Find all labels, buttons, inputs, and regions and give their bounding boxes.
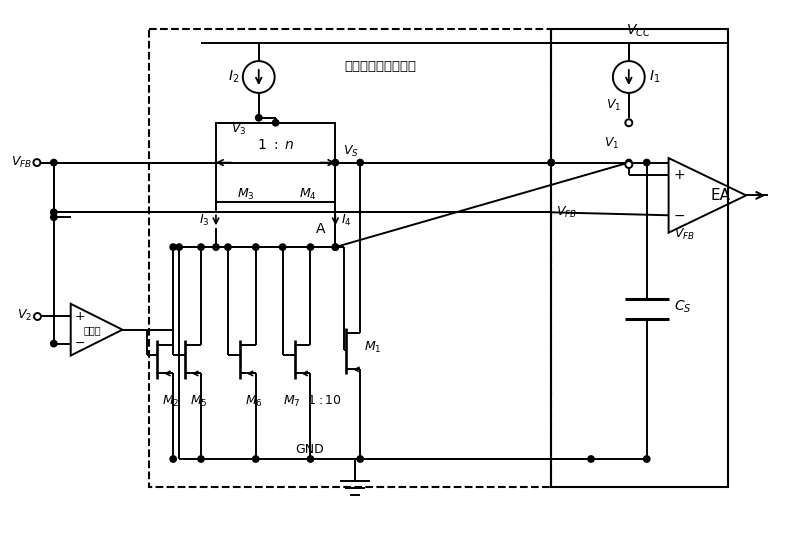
Text: $V_2$: $V_2$ bbox=[17, 308, 32, 323]
Text: $V_{FB}$: $V_{FB}$ bbox=[11, 155, 32, 170]
Circle shape bbox=[213, 244, 219, 250]
Circle shape bbox=[307, 456, 314, 462]
Circle shape bbox=[548, 159, 554, 166]
Text: A: A bbox=[315, 222, 325, 236]
Circle shape bbox=[50, 209, 57, 215]
Text: $V_3$: $V_3$ bbox=[231, 122, 246, 137]
Text: $I_3$: $I_3$ bbox=[199, 213, 210, 228]
Text: $V_{FB}$: $V_{FB}$ bbox=[556, 205, 578, 220]
Circle shape bbox=[626, 120, 632, 126]
Text: $M_3$: $M_3$ bbox=[237, 187, 254, 202]
Text: $I_2$: $I_2$ bbox=[227, 69, 239, 85]
Text: $I_4$: $I_4$ bbox=[342, 213, 352, 228]
Circle shape bbox=[170, 456, 176, 462]
Bar bbox=[551, 29, 728, 487]
Text: $-$: $-$ bbox=[674, 209, 686, 222]
Text: $C_S$: $C_S$ bbox=[674, 299, 691, 315]
Text: $1\ :\ n$: $1\ :\ n$ bbox=[257, 138, 294, 152]
Text: $-$: $-$ bbox=[74, 336, 86, 349]
Circle shape bbox=[588, 456, 594, 462]
Circle shape bbox=[273, 120, 279, 126]
Text: GND: GND bbox=[295, 443, 324, 456]
Circle shape bbox=[50, 340, 57, 347]
Text: +: + bbox=[674, 168, 686, 182]
Text: 比较器: 比较器 bbox=[84, 325, 102, 334]
Text: $V_1$: $V_1$ bbox=[603, 136, 619, 151]
Circle shape bbox=[332, 159, 338, 166]
Circle shape bbox=[307, 244, 314, 250]
Text: $M_2$: $M_2$ bbox=[162, 394, 180, 410]
Text: $I_1$: $I_1$ bbox=[649, 69, 660, 85]
Circle shape bbox=[253, 244, 259, 250]
Text: $V_{FB}$: $V_{FB}$ bbox=[674, 227, 694, 242]
Circle shape bbox=[643, 456, 650, 462]
Circle shape bbox=[279, 244, 286, 250]
Text: EA: EA bbox=[710, 188, 730, 203]
Text: $M_7\ \ 1:10$: $M_7\ \ 1:10$ bbox=[282, 394, 342, 410]
Text: $V_1$: $V_1$ bbox=[606, 98, 621, 113]
Circle shape bbox=[170, 244, 176, 250]
Circle shape bbox=[548, 159, 554, 166]
Circle shape bbox=[50, 214, 57, 220]
Bar bbox=[150, 29, 551, 487]
Circle shape bbox=[198, 244, 204, 250]
Text: +: + bbox=[74, 310, 85, 323]
Circle shape bbox=[255, 115, 262, 121]
Text: $M_4$: $M_4$ bbox=[298, 187, 316, 202]
Text: $V_S$: $V_S$ bbox=[343, 144, 359, 159]
Text: $M_6$: $M_6$ bbox=[245, 394, 262, 410]
Circle shape bbox=[626, 159, 632, 166]
Circle shape bbox=[253, 456, 259, 462]
Circle shape bbox=[357, 456, 363, 462]
Circle shape bbox=[643, 159, 650, 166]
Text: $M_5$: $M_5$ bbox=[190, 394, 208, 410]
Circle shape bbox=[198, 456, 204, 462]
Circle shape bbox=[34, 159, 40, 166]
Circle shape bbox=[50, 159, 57, 166]
Bar bbox=[216, 123, 335, 203]
Circle shape bbox=[626, 161, 632, 168]
Circle shape bbox=[176, 244, 182, 250]
Text: $V_{CC}$: $V_{CC}$ bbox=[626, 23, 651, 39]
Circle shape bbox=[332, 244, 338, 250]
Circle shape bbox=[357, 159, 363, 166]
Text: $M_1$: $M_1$ bbox=[364, 340, 382, 355]
Text: 软启动信号算位电路: 软启动信号算位电路 bbox=[344, 59, 416, 72]
Circle shape bbox=[332, 244, 338, 250]
Circle shape bbox=[225, 244, 231, 250]
